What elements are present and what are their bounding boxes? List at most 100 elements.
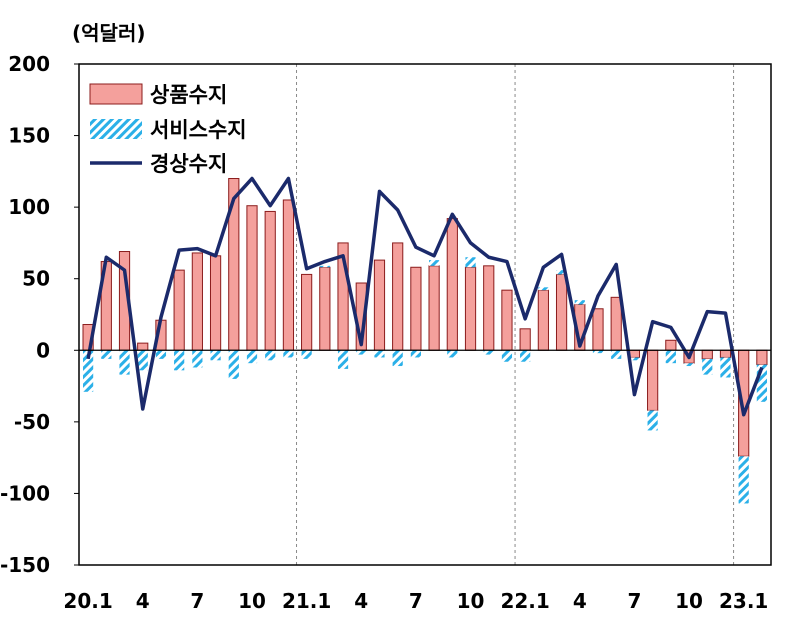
y-tick-label: 100: [8, 195, 50, 219]
goods-bar: [610, 296, 622, 351]
goods-bar: [483, 265, 495, 351]
goods-bar: [665, 339, 677, 351]
x-tick-label: 7: [627, 589, 641, 613]
y-tick-label: 150: [8, 124, 50, 148]
x-tick-label: 22.1: [500, 589, 549, 613]
services-bar: [665, 350, 676, 364]
goods-bar: [501, 289, 513, 351]
legend-goods-swatch: [89, 83, 143, 105]
unit-label: (억달러): [72, 21, 145, 45]
services-bar: [155, 350, 167, 359]
goods-bar: [628, 349, 641, 358]
goods-bar: [428, 265, 440, 351]
services-bar: [592, 350, 604, 354]
services-bar: [611, 350, 622, 359]
goods-bar: [392, 242, 404, 351]
x-tick-label: 7: [409, 589, 423, 613]
x-tick-label: 7: [190, 589, 204, 613]
services-bar: [101, 350, 112, 359]
x-tick-label: 10: [675, 589, 703, 613]
legend-services-label: 서비스수지: [150, 118, 247, 142]
y-tick-label: -100: [0, 481, 50, 505]
y-tick-label: -50: [14, 410, 50, 434]
goods-bar: [719, 349, 732, 358]
x-tick-label: 21.1: [282, 589, 331, 613]
y-tick-label: 200: [8, 52, 50, 76]
goods-bar: [209, 255, 222, 351]
goods-bar: [555, 273, 568, 351]
services-bar: [119, 350, 130, 375]
goods-bar: [173, 269, 185, 351]
goods-bar: [464, 266, 477, 351]
services-bar: [483, 350, 494, 355]
services-bar: [574, 300, 585, 305]
services-bar: [246, 350, 258, 364]
goods-bar: [446, 218, 458, 351]
x-tick-label: 4: [136, 589, 150, 613]
goods-bar: [246, 205, 258, 351]
goods-bar: [373, 259, 386, 351]
current-account-polyline: [86, 176, 764, 417]
services-bar: [83, 350, 94, 392]
legend-current-label: 경상수지: [150, 152, 227, 176]
services-bar: [465, 257, 476, 268]
services-bar: [501, 350, 513, 362]
services-bar: [301, 350, 312, 359]
plot-frame: [78, 63, 772, 566]
services-bar: [228, 350, 239, 379]
services-bar: [210, 350, 221, 361]
goods-bar: [647, 349, 659, 411]
legend: 상품수지 서비스수지 경상수지: [89, 83, 247, 176]
services-bar: [319, 265, 330, 268]
services-bar: [756, 364, 767, 402]
goods-bar: [282, 199, 295, 351]
services-bar: [192, 350, 203, 368]
goods-bar: [537, 289, 549, 351]
legend-goods-label: 상품수지: [150, 83, 227, 107]
goods-bar: [264, 210, 276, 351]
services-bar: [683, 363, 695, 367]
services-bar: [374, 350, 385, 358]
goods-bar: [701, 349, 713, 360]
services-bar: [337, 350, 349, 369]
services-bar: [520, 350, 531, 362]
services-bar: [720, 357, 731, 378]
goods-bar: [410, 266, 422, 351]
x-tick-label: 10: [457, 589, 485, 613]
services-bar: [283, 350, 294, 358]
bars: [82, 178, 768, 504]
services-bar: [447, 350, 458, 358]
goods-bar: [519, 328, 531, 351]
y-tick-label: -150: [0, 553, 50, 577]
x-tick-label: 20.1: [63, 589, 112, 613]
services-bar: [702, 358, 713, 375]
goods-bar: [137, 342, 149, 351]
services-bar: [174, 350, 185, 371]
services-bar: [538, 287, 549, 291]
services-bar: [265, 350, 276, 361]
legend-services-swatch: [90, 119, 142, 139]
x-tick-label: 4: [354, 589, 368, 613]
services-bar: [556, 270, 567, 275]
axes: 200 150 100 50 0 -50 -100 -150 20.1 4 7 10 21.1 4 7 10 2…: [0, 52, 771, 613]
services-bar: [137, 350, 148, 371]
services-bar: [392, 350, 403, 367]
goods-bar: [191, 252, 203, 351]
services-bar: [429, 260, 440, 266]
x-tick-label: 23.1: [719, 589, 768, 613]
goods-bar: [319, 266, 331, 351]
goods-bar: [301, 273, 313, 351]
services-bar: [738, 456, 749, 504]
services-bar: [410, 350, 421, 358]
services-bar: [356, 350, 367, 355]
services-bar: [647, 410, 658, 431]
goods-bar: [756, 349, 768, 366]
x-tick-label: 10: [238, 589, 266, 613]
y-tick-label: 50: [22, 267, 50, 291]
current-account-line: [86, 176, 764, 417]
y-tick-label: 0: [36, 338, 50, 362]
goods-bar: [592, 308, 604, 351]
services-bar: [629, 357, 640, 361]
x-tick-label: 4: [573, 589, 587, 613]
